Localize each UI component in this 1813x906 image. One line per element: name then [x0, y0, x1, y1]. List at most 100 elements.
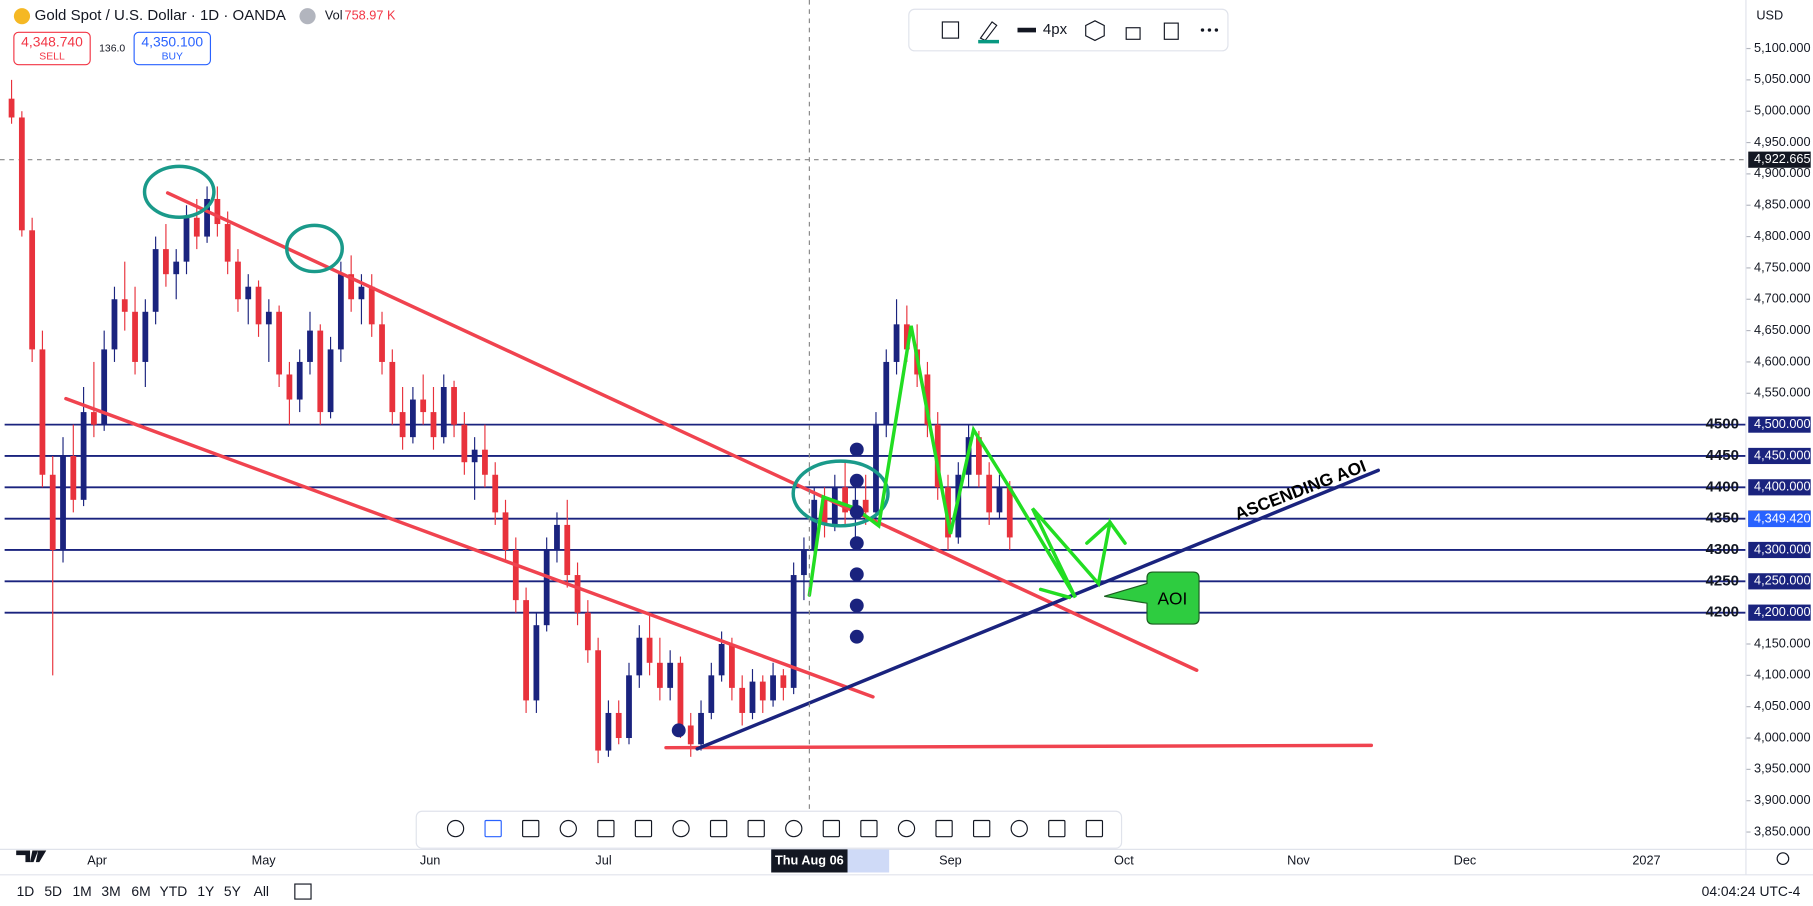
y-tick-label: 3,950.000 — [1754, 761, 1811, 776]
candle-body — [461, 424, 468, 463]
candle-body — [512, 549, 519, 601]
icon[interactable] — [1085, 20, 1105, 42]
interval[interactable]: All — [254, 883, 269, 899]
interval[interactable]: 5D — [44, 883, 62, 899]
y-tick-label: 4,650.000 — [1754, 322, 1811, 337]
date-range-icon[interactable] — [294, 883, 312, 900]
candle-body — [49, 474, 56, 550]
x-tick-label: Oct — [1114, 852, 1134, 867]
level-tag — [1748, 541, 1811, 559]
icon[interactable] — [1125, 27, 1141, 40]
candle-body — [801, 549, 807, 576]
tool-icon[interactable] — [935, 819, 953, 838]
y-tick-label: 4,050.000 — [1754, 698, 1811, 713]
tool-icon[interactable] — [785, 819, 803, 838]
candle-body — [934, 424, 941, 488]
icon[interactable] — [941, 21, 960, 39]
x-tick-label: May — [252, 852, 277, 867]
trend-line — [64, 396, 875, 699]
x-tick-label: Dec — [1454, 852, 1477, 867]
interval[interactable]: 1Y — [197, 883, 214, 899]
tool-icon[interactable] — [1010, 819, 1028, 838]
y-tick-label: 4,000.000 — [1754, 729, 1811, 744]
x-tick-label: Sep — [939, 852, 962, 867]
interval[interactable]: 1M — [72, 883, 91, 899]
tool-icon[interactable] — [860, 819, 878, 838]
candle-body — [193, 217, 200, 237]
x-tick-label: Nov — [1287, 852, 1310, 867]
candle-body — [399, 412, 406, 438]
candle-body — [584, 612, 591, 651]
tool-icon[interactable] — [1085, 819, 1104, 838]
candle-body — [893, 324, 900, 362]
interval[interactable]: YTD — [160, 883, 188, 899]
candle-body — [605, 712, 612, 751]
buy-price[interactable]: 4,350.100 — [141, 33, 203, 49]
width-label[interactable]: 4px — [1043, 21, 1068, 38]
candle-body — [656, 662, 663, 688]
interval[interactable]: 3M — [101, 883, 120, 899]
y-tick-label: 3,900.000 — [1754, 792, 1811, 807]
candle-body — [8, 98, 15, 118]
tool-icon[interactable] — [972, 819, 991, 838]
symbol-icon — [13, 8, 31, 25]
tool-icon[interactable] — [747, 819, 765, 838]
settings-icon[interactable] — [1776, 852, 1790, 865]
sell-label[interactable]: SELL — [39, 51, 65, 62]
currency[interactable]: USD — [1756, 8, 1783, 23]
vol-label: Vol — [325, 8, 343, 23]
x-tick-label: Thu Aug 06 — [775, 852, 844, 867]
circle — [142, 164, 216, 219]
level-tag-label: 4,250.000 — [1754, 573, 1811, 588]
tool-icon[interactable] — [597, 819, 615, 838]
tool-icon[interactable] — [709, 819, 728, 838]
candle-body — [276, 311, 283, 375]
icon[interactable] — [1163, 22, 1179, 40]
y-tick-label: 4,100.000 — [1754, 667, 1811, 682]
tool-icon[interactable] — [522, 819, 540, 838]
x-tick-label: Apr — [87, 852, 108, 867]
tool-icon[interactable] — [634, 819, 653, 838]
tool-icon[interactable] — [559, 819, 577, 838]
interval[interactable]: 6M — [131, 883, 150, 899]
tool-icon[interactable] — [672, 819, 690, 838]
candle-body — [492, 474, 499, 513]
candle-body — [80, 412, 87, 500]
candle-body — [337, 274, 344, 350]
level-tag-label: 4,450.000 — [1754, 447, 1811, 462]
candle-body — [729, 643, 735, 688]
candle-body — [873, 424, 879, 513]
crosshair-date-box — [771, 849, 848, 873]
candle-body — [317, 330, 324, 413]
candle-body — [440, 387, 447, 438]
level-label: 4450 — [1706, 447, 1739, 464]
level-tag — [1748, 416, 1811, 433]
candle-body — [327, 349, 334, 413]
icon[interactable] — [979, 21, 998, 42]
candle-body — [379, 324, 385, 362]
tool-icon[interactable] — [897, 819, 916, 838]
tool-icon[interactable] — [446, 819, 465, 838]
tool-icon[interactable] — [1048, 819, 1066, 838]
candle-body — [245, 286, 252, 300]
candle-body — [831, 487, 838, 525]
candle-body — [70, 455, 77, 500]
sell-button[interactable] — [13, 31, 91, 66]
interval[interactable]: 5Y — [224, 883, 241, 899]
candle-body — [667, 662, 674, 688]
y-tick-label: 5,000.000 — [1754, 103, 1811, 118]
level-tag — [1748, 447, 1811, 465]
tool-icon[interactable] — [822, 819, 841, 838]
candle-body — [564, 524, 571, 576]
sell-price[interactable]: 4,348.740 — [21, 33, 83, 49]
buy-button[interactable] — [133, 31, 212, 66]
candle-body — [862, 499, 869, 513]
candle-body — [132, 311, 138, 362]
tool-icon[interactable] — [484, 819, 502, 838]
buy-label[interactable]: BUY — [162, 51, 183, 62]
candle-body — [543, 549, 550, 626]
level-label: 4400 — [1706, 478, 1739, 495]
trend-line — [165, 191, 1199, 672]
interval[interactable]: 1D — [17, 883, 35, 899]
vol-value: 758.97 K — [345, 8, 396, 23]
